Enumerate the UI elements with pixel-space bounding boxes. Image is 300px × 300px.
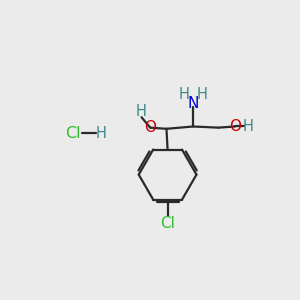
Text: H: H [178,87,189,102]
Text: Cl: Cl [160,216,175,231]
Text: N: N [187,96,199,111]
Text: O: O [144,120,156,135]
Text: Cl: Cl [65,125,81,140]
Text: O: O [230,118,242,134]
Text: H: H [136,104,147,119]
Text: H: H [197,87,208,102]
Text: H: H [95,125,106,140]
Text: H: H [243,119,254,134]
